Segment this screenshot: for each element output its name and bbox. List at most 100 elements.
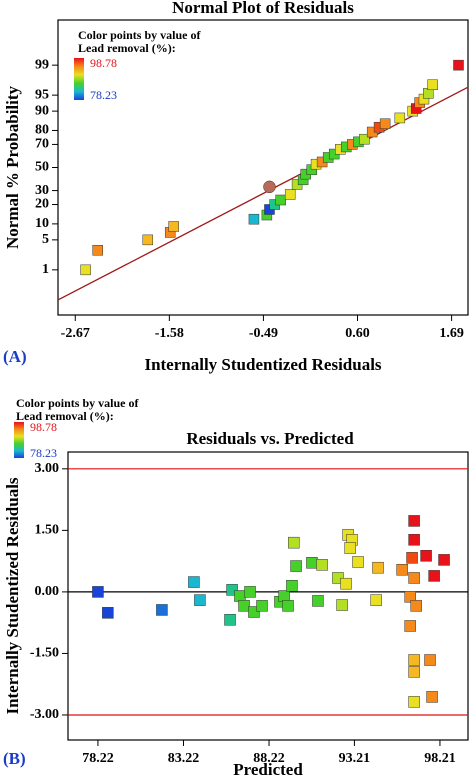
point	[406, 552, 418, 564]
y-tick-label: -1.50	[30, 646, 59, 661]
point	[424, 654, 436, 666]
point	[438, 554, 450, 566]
legend-subtitle: Lead removal (%):	[78, 41, 176, 55]
point	[408, 654, 420, 666]
y-tick-label: -3.00	[30, 707, 59, 722]
point	[248, 606, 260, 618]
point	[306, 557, 318, 569]
point	[156, 604, 168, 616]
point	[286, 579, 298, 592]
point	[408, 515, 420, 527]
legend-min: 78.23	[30, 446, 57, 460]
y-tick-label: 90	[35, 103, 49, 118]
point	[188, 576, 200, 588]
x-axis-label: Predicted	[233, 760, 303, 779]
point	[284, 189, 296, 200]
point	[256, 600, 268, 612]
point	[340, 577, 352, 590]
point	[427, 79, 438, 91]
point	[408, 572, 420, 584]
point	[352, 556, 364, 568]
legend-title: Color points by value of	[16, 396, 139, 410]
point	[420, 550, 432, 562]
point	[226, 584, 238, 596]
point	[394, 112, 406, 124]
legend-subtitle: Lead removal (%):	[16, 409, 114, 423]
y-tick-label: 70	[35, 137, 49, 152]
point	[316, 559, 328, 571]
y-tick-label: 30	[35, 183, 49, 198]
point	[428, 570, 440, 582]
point	[410, 600, 422, 612]
y-tick-label: 80	[35, 123, 49, 138]
y-tick-label: 3.00	[35, 461, 60, 476]
plot-frame	[57, 19, 469, 316]
x-tick-label: 93.21	[339, 751, 371, 766]
point	[453, 59, 464, 71]
point	[238, 600, 250, 612]
point	[275, 194, 286, 206]
point	[370, 594, 382, 606]
y-tick-label: 1.50	[35, 523, 60, 538]
chart-title: Normal Plot of Residuals	[172, 0, 354, 17]
x-tick-label: 98.21	[424, 751, 456, 766]
x-tick-label: -0.49	[249, 326, 278, 341]
plot-frame	[67, 451, 469, 741]
y-tick-label: 5	[42, 232, 49, 247]
point	[234, 590, 246, 602]
x-tick-label: 78.22	[82, 751, 114, 766]
point	[312, 595, 324, 607]
x-tick-label: 83.22	[168, 751, 200, 766]
point	[80, 264, 91, 276]
x-tick-label: 1.69	[439, 326, 464, 341]
point	[263, 180, 276, 194]
point	[290, 560, 302, 572]
panel-label: (A)	[3, 347, 27, 366]
legend-title: Color points by value of	[78, 28, 201, 42]
point	[168, 221, 179, 232]
y-tick-label: 1	[42, 262, 49, 277]
color-bar	[14, 422, 24, 458]
chart-title: Residuals vs. Predicted	[186, 429, 354, 448]
fit-line	[57, 86, 469, 301]
legend-max: 98.78	[30, 420, 57, 434]
legend-max: 98.78	[90, 56, 117, 70]
x-tick-label: 0.60	[345, 326, 370, 341]
point	[408, 666, 420, 678]
point	[359, 133, 370, 145]
point	[102, 607, 114, 619]
point	[426, 691, 438, 703]
y-tick-label: 10	[35, 216, 49, 231]
point	[404, 620, 416, 632]
point	[408, 696, 420, 708]
y-tick-label: 20	[35, 197, 49, 212]
point	[336, 599, 348, 611]
point	[92, 586, 104, 598]
point	[372, 561, 384, 574]
color-bar	[74, 58, 84, 100]
point	[396, 563, 408, 576]
point	[194, 594, 206, 606]
y-tick-label: 95	[35, 87, 49, 102]
y-axis-label: Normal % Probability	[3, 85, 22, 249]
point	[278, 590, 290, 602]
y-tick-label: 99	[35, 57, 49, 72]
x-axis-label: Internally Studentized Residuals	[144, 355, 381, 374]
x-tick-label: -2.67	[61, 326, 90, 341]
point	[244, 586, 256, 598]
point	[408, 534, 420, 546]
point	[224, 614, 236, 626]
point	[92, 244, 103, 256]
point	[282, 600, 294, 612]
x-tick-label: 88.22	[253, 751, 285, 766]
point	[248, 213, 260, 225]
point	[404, 591, 416, 603]
point	[288, 536, 300, 549]
y-tick-label: 0.00	[35, 584, 60, 599]
panel-label: (B)	[3, 749, 26, 768]
x-tick-label: -1.58	[155, 326, 184, 341]
point	[142, 234, 154, 246]
y-tick-label: 50	[35, 160, 49, 175]
legend-min: 78.23	[90, 88, 117, 102]
